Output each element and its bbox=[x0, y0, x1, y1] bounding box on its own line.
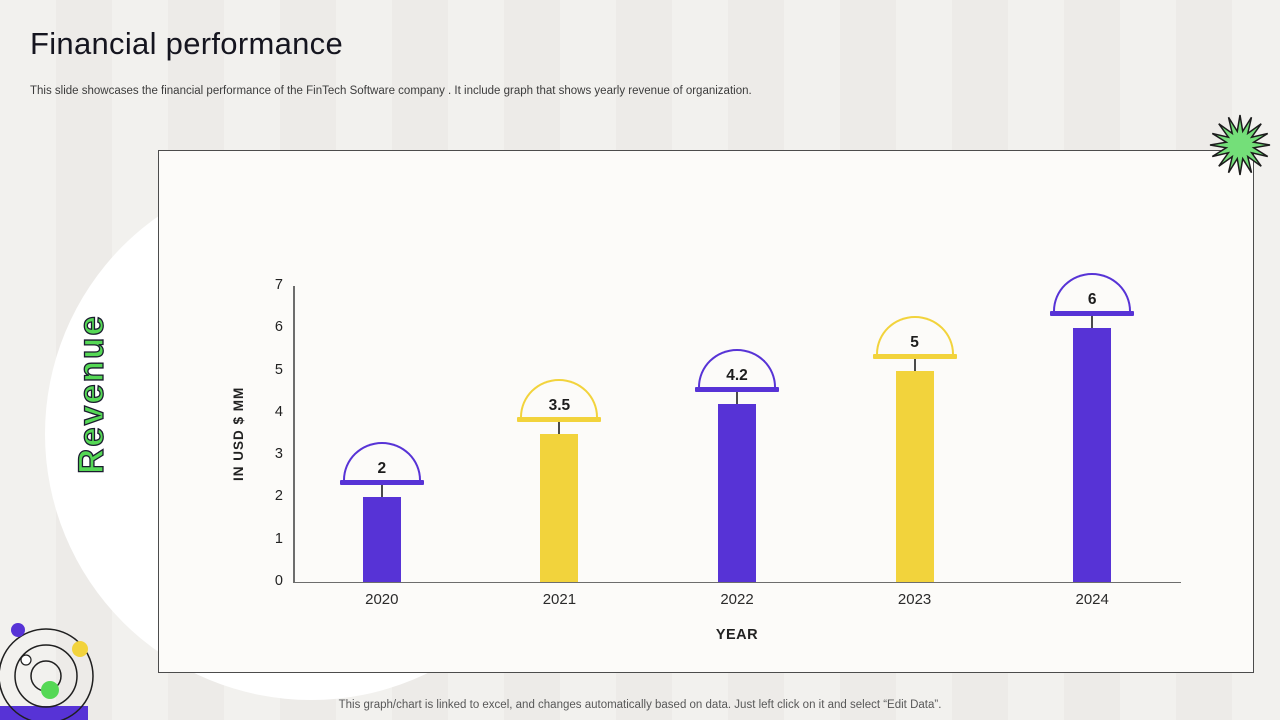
x-tick-label: 2021 bbox=[542, 591, 577, 608]
chart-panel[interactable]: IN USD $ MM 0 1 2 3 4 5 6 7 2020 2 2021 3.5 2022 4.2 2… bbox=[158, 150, 1254, 673]
bar-callout-connector bbox=[380, 485, 383, 498]
bar-callout-connector bbox=[558, 422, 561, 434]
y-tick-label: 4 bbox=[274, 403, 283, 420]
green-dot-icon bbox=[41, 681, 59, 699]
bar-callout-base bbox=[517, 417, 602, 422]
page-subtitle: This slide showcases the financial perfo… bbox=[30, 85, 752, 97]
chart-bar bbox=[362, 497, 401, 582]
y-tick-label: 2 bbox=[274, 488, 283, 505]
bar-callout-arc: 6 bbox=[1053, 273, 1132, 312]
bar-callout-connector bbox=[1091, 316, 1094, 329]
revenue-side-label: Revenue bbox=[71, 313, 111, 474]
chart-bar bbox=[895, 370, 934, 582]
y-axis-line bbox=[293, 286, 295, 582]
orbit-rings-decoration bbox=[0, 623, 94, 720]
bar-callout-base bbox=[872, 353, 957, 359]
page-title: Financial performance bbox=[30, 26, 343, 61]
y-tick-label: 6 bbox=[274, 319, 283, 336]
x-tick-label: 2023 bbox=[897, 591, 932, 608]
bar-callout-arc: 5 bbox=[875, 315, 954, 354]
chart-bar bbox=[540, 434, 579, 582]
bar-callout-base bbox=[1050, 311, 1135, 317]
yellow-dot-icon bbox=[72, 641, 88, 657]
starburst-icon bbox=[1209, 114, 1271, 176]
bar-callout-connector bbox=[913, 358, 916, 371]
bar-value-label: 5 bbox=[910, 333, 919, 351]
plot-area: 0 1 2 3 4 5 6 7 2020 2 2021 3.5 2022 4.2 2023 5 2024 6 bbox=[275, 273, 1181, 608]
white-dot-icon bbox=[20, 654, 32, 666]
x-tick-label: 2022 bbox=[720, 591, 754, 608]
y-tick-label: 5 bbox=[274, 361, 283, 378]
bar-callout-arc: 2 bbox=[342, 442, 421, 481]
bar-value-label: 6 bbox=[1087, 291, 1097, 309]
footer-note: This graph/chart is linked to excel, and… bbox=[338, 699, 942, 711]
y-tick-label: 1 bbox=[274, 530, 283, 547]
chart-bar bbox=[1073, 328, 1112, 582]
bar-value-label: 3.5 bbox=[548, 397, 571, 414]
purple-dot-icon bbox=[11, 623, 25, 637]
y-tick-label: 7 bbox=[274, 277, 283, 293]
x-tick-label: 2024 bbox=[1075, 591, 1109, 608]
x-axis-title: YEAR bbox=[715, 627, 759, 643]
x-tick-label: 2020 bbox=[365, 591, 399, 608]
y-tick-label: 0 bbox=[274, 573, 283, 589]
bar-callout-arc: 4.2 bbox=[698, 349, 776, 388]
chart-bar bbox=[718, 404, 756, 582]
bar-callout-base bbox=[339, 480, 424, 486]
bar-callout-base bbox=[695, 387, 779, 393]
bar-value-label: 2 bbox=[377, 460, 387, 478]
x-axis-line bbox=[293, 581, 1181, 583]
bar-callout-connector bbox=[736, 392, 738, 405]
bar-value-label: 4.2 bbox=[726, 367, 748, 385]
bar-callout-arc: 3.5 bbox=[520, 379, 599, 417]
y-tick-label: 3 bbox=[274, 446, 283, 463]
